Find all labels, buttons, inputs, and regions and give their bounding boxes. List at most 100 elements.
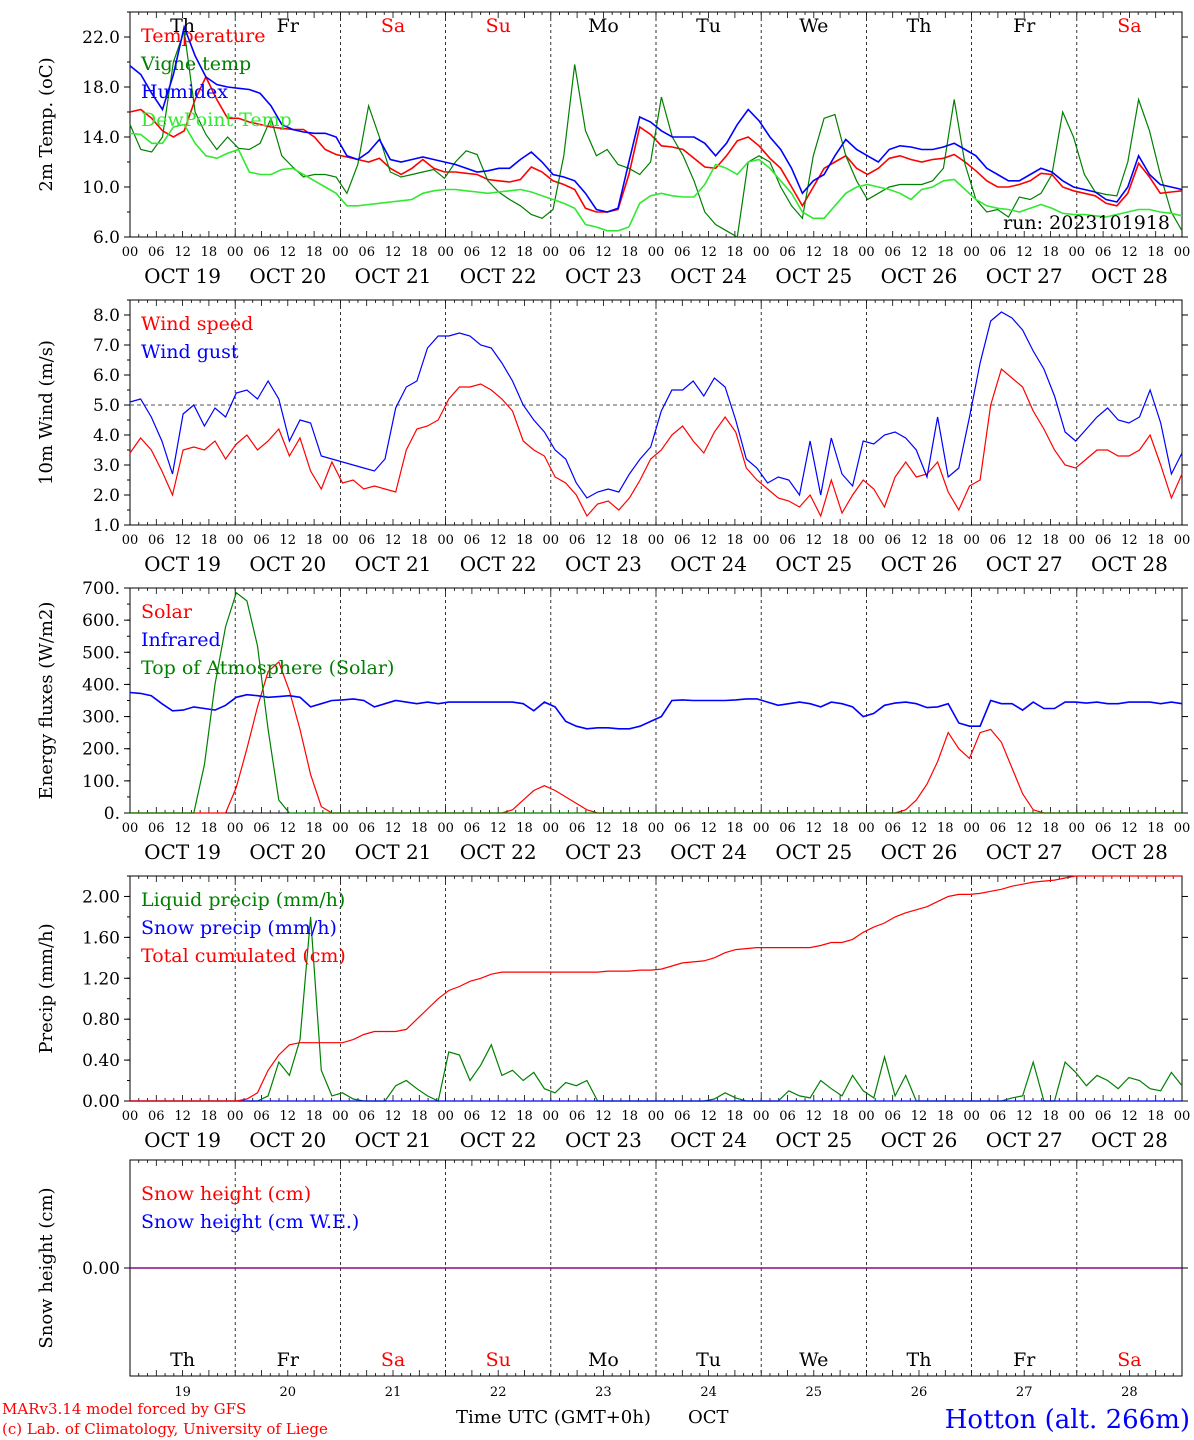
- y-tick-label: 5.0: [93, 396, 120, 416]
- date-label: OCT 24: [670, 264, 747, 288]
- day-name: Mo: [588, 15, 619, 37]
- hour-label: 12: [911, 245, 928, 260]
- lab-credit: (c) Lab. of Climatology, University of L…: [2, 1420, 328, 1438]
- y-tick-label: 2.0: [93, 486, 120, 506]
- legend-entry: Vigne temp: [140, 53, 251, 75]
- hour-label: 12: [1016, 533, 1033, 548]
- date-label: OCT 21: [355, 552, 432, 576]
- hour-label: 00: [1069, 1109, 1086, 1124]
- y-tick-label: 14.0: [82, 128, 120, 148]
- hour-label: 18: [727, 533, 744, 548]
- hour-label: 06: [990, 1109, 1007, 1124]
- hour-label: 18: [306, 245, 323, 260]
- date-label: OCT 24: [670, 840, 747, 864]
- hour-label: 00: [543, 245, 560, 260]
- series-line-2: [129, 691, 1183, 730]
- day-name: We: [799, 15, 828, 37]
- hour-label: 06: [1095, 245, 1112, 260]
- hour-label: 00: [1174, 245, 1191, 260]
- y-tick-label: 200.: [82, 740, 120, 760]
- series-line-1: [129, 75, 1183, 213]
- day-name: Sa: [381, 1349, 405, 1371]
- hour-label: 00: [227, 533, 244, 548]
- hour-label: 06: [884, 245, 901, 260]
- hour-label: 18: [621, 533, 638, 548]
- y-tick-label: 700.: [82, 579, 120, 599]
- date-label: OCT 21: [355, 264, 432, 288]
- hour-label: 00: [543, 1109, 560, 1124]
- hour-label: 12: [1121, 821, 1138, 836]
- hour-label: 18: [411, 1109, 428, 1124]
- hour-label: 18: [832, 1109, 849, 1124]
- hour-label: 12: [1121, 533, 1138, 548]
- date-label: OCT 25: [775, 264, 852, 288]
- y-tick-label: 1.60: [82, 928, 120, 948]
- hour-label: 06: [464, 245, 481, 260]
- day-number: 24: [700, 1385, 717, 1400]
- hour-label: 00: [437, 821, 454, 836]
- y-tick-label: 600.: [82, 611, 120, 631]
- hour-label: 18: [411, 821, 428, 836]
- hour-label: 06: [358, 821, 375, 836]
- hour-label: 00: [122, 533, 139, 548]
- hour-label: 06: [253, 821, 270, 836]
- date-label: OCT 26: [881, 1128, 958, 1152]
- y-tick-label: 6.0: [93, 366, 120, 386]
- hour-label: 12: [911, 533, 928, 548]
- hour-label: 06: [990, 821, 1007, 836]
- date-label: OCT 19: [144, 840, 221, 864]
- y-tick-label: 1.0: [93, 516, 120, 536]
- day-name: Th: [907, 15, 932, 37]
- hour-label: 12: [700, 1109, 717, 1124]
- date-label: OCT 19: [144, 264, 221, 288]
- hour-label: 06: [990, 533, 1007, 548]
- y-tick-label: 300.: [82, 708, 120, 728]
- legend-entry: Liquid precip (mm/h): [141, 889, 345, 911]
- legend-entry: Wind gust: [141, 341, 239, 363]
- hour-label: 12: [806, 821, 823, 836]
- hour-label: 18: [411, 245, 428, 260]
- legend-entry: Humidex: [141, 81, 228, 103]
- hour-label: 00: [227, 245, 244, 260]
- day-name: Fr: [277, 1349, 300, 1371]
- hour-label: 00: [1069, 821, 1086, 836]
- date-label: OCT 26: [881, 840, 958, 864]
- day-name: Sa: [1117, 15, 1141, 37]
- date-label: OCT 28: [1091, 264, 1168, 288]
- hour-label: 00: [1174, 821, 1191, 836]
- date-label: OCT 19: [144, 1128, 221, 1152]
- hour-label: 18: [621, 245, 638, 260]
- hour-label: 18: [516, 1109, 533, 1124]
- series-line-3: [130, 875, 1182, 1102]
- hour-label: 18: [832, 821, 849, 836]
- hour-label: 06: [253, 245, 270, 260]
- day-name: We: [799, 1349, 828, 1371]
- date-label: OCT 25: [775, 1128, 852, 1152]
- hour-label: 00: [858, 1109, 875, 1124]
- hour-label: 12: [595, 1109, 612, 1124]
- hour-label: 18: [621, 1109, 638, 1124]
- legend-entry: Snow precip (mm/h): [141, 917, 337, 939]
- hour-label: 00: [437, 245, 454, 260]
- y-axis-label: Precip (mm/h): [36, 923, 57, 1053]
- hour-label: 18: [1042, 533, 1059, 548]
- hour-label: 18: [832, 245, 849, 260]
- hour-label: 00: [648, 1109, 665, 1124]
- hour-label: 00: [963, 533, 980, 548]
- hour-label: 00: [858, 533, 875, 548]
- hour-label: 06: [884, 533, 901, 548]
- legend-entry: Snow height (cm): [141, 1183, 311, 1205]
- hour-label: 06: [884, 821, 901, 836]
- hour-label: 18: [1042, 1109, 1059, 1124]
- hour-label: 18: [727, 1109, 744, 1124]
- hour-label: 06: [674, 245, 691, 260]
- day-name: Th: [907, 1349, 932, 1371]
- hour-label: 00: [1069, 533, 1086, 548]
- y-tick-label: 0.40: [82, 1051, 120, 1071]
- hour-label: 00: [332, 1109, 349, 1124]
- y-tick-label: 22.0: [82, 28, 120, 48]
- day-number: 26: [911, 1385, 928, 1400]
- legend-entry: Solar: [141, 601, 193, 623]
- date-label: OCT 28: [1091, 552, 1168, 576]
- series-line-3: [130, 591, 1182, 814]
